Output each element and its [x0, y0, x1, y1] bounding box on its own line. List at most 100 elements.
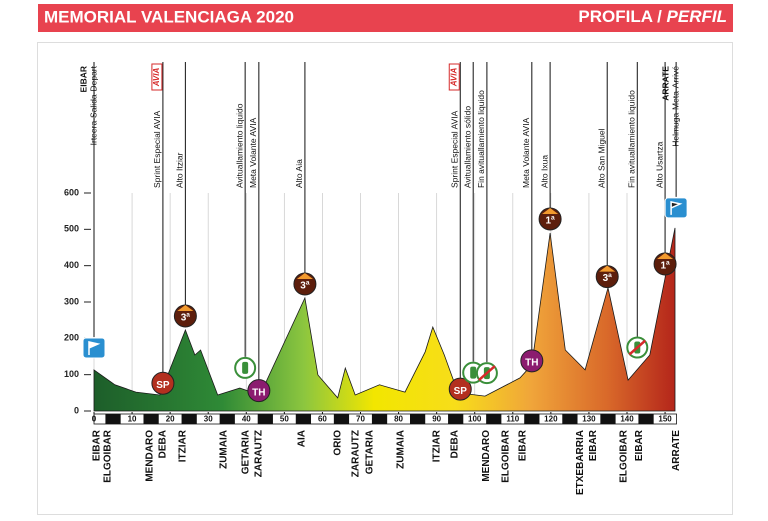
x-tick-label: 50	[280, 415, 289, 424]
x-tick-label: 140	[620, 415, 634, 424]
x-tick-label: 70	[356, 415, 365, 424]
y-tick-label: 500	[64, 224, 79, 234]
x-tick-label: 110	[506, 415, 519, 424]
x-tick-label: 90	[432, 415, 441, 424]
badge-label: 3ª	[300, 281, 310, 292]
x-tick-label: 100	[468, 415, 482, 424]
x-band-block	[105, 414, 121, 424]
annotation-label: Fin avituallamiento liquido	[627, 90, 637, 188]
town-label: GETARIA	[241, 430, 252, 474]
x-band-block	[143, 414, 159, 424]
badge-label: TH	[525, 357, 538, 368]
annotation-label: Alto Itziar	[175, 152, 185, 188]
y-tick-label: 400	[64, 260, 79, 270]
elevation-area	[93, 227, 676, 412]
x-band-block	[371, 414, 388, 424]
y-tick-label: 100	[64, 369, 79, 379]
flag-glyph	[88, 341, 101, 355]
x-band-block	[295, 414, 312, 424]
chart-title: MEMORIAL VALENCIAGA 2020	[44, 7, 294, 26]
y-tick-label: 600	[64, 187, 79, 197]
annotation-label: Alto Ixua	[539, 155, 549, 188]
feed-glyph	[242, 361, 249, 374]
town-label: ITZIAR	[178, 429, 189, 462]
town-label: ELGOIBAR	[501, 429, 512, 483]
town-label: EIBAR	[518, 429, 529, 461]
town-label: AIA	[297, 430, 308, 447]
x-band-block	[257, 414, 273, 424]
badge-label: 3ª	[603, 273, 613, 284]
badge-circle	[520, 349, 544, 373]
badge-label: 1ª	[545, 216, 555, 227]
annotation-label: Alto Aia	[294, 159, 304, 188]
x-band-block	[600, 414, 616, 424]
badge-label: SP	[156, 380, 170, 391]
subtitle: PROFILA /	[578, 7, 662, 26]
y-tick-label: 0	[74, 405, 79, 415]
feed-cross	[628, 339, 647, 356]
x-tick-label: 80	[394, 415, 403, 424]
annotation-label: Alto San Miguel	[596, 128, 606, 188]
climb-glyph	[296, 273, 313, 280]
town-label: DEBA	[158, 430, 169, 458]
town-label: EIBAR	[588, 429, 599, 461]
town-label: GETARIA	[365, 430, 376, 474]
logo: AVIA	[449, 68, 458, 88]
x-band-block	[219, 414, 235, 424]
x-band-block	[486, 414, 502, 424]
climb-glyph	[542, 207, 559, 214]
logo-box	[151, 63, 163, 91]
x-band-block	[524, 414, 540, 424]
flag-glyph	[670, 200, 683, 215]
x-band-block	[448, 414, 464, 424]
town-label: ELGOIBAR	[619, 429, 630, 483]
town-label: EIBAR	[634, 429, 645, 461]
x-tick-label: 30	[204, 415, 213, 424]
climb-glyph	[657, 252, 674, 259]
x-tick-label: 40	[242, 415, 251, 424]
town-label: ETXEBARRIA	[575, 430, 586, 495]
x-band-block	[562, 414, 578, 424]
x-tick-label: 130	[582, 415, 596, 424]
annotation-label: Meta Volante AVIA	[248, 117, 258, 188]
feed-glyph	[470, 366, 477, 379]
annotation-label: Alto Usartza	[654, 141, 664, 188]
frame	[37, 42, 733, 515]
badge-label: TH	[252, 387, 265, 398]
subtitle-italic: PERFIL	[667, 7, 727, 26]
badge-label: SP	[454, 386, 468, 397]
y-tick-label: 200	[64, 333, 79, 343]
town-label: ARRATE	[671, 430, 682, 471]
flag-icon	[82, 337, 106, 359]
town-label: ZARAUTZ	[253, 430, 264, 477]
feed-cross	[478, 365, 496, 382]
x-tick-label: 0	[92, 415, 97, 424]
town-label: MENDARO	[145, 430, 156, 482]
badge-circle	[448, 377, 472, 401]
annotation-label: ARRATE	[660, 66, 670, 101]
x-band-block	[181, 414, 197, 424]
annotation-label: Avituallamiento sólido	[462, 106, 472, 188]
town-label: ORIO	[333, 430, 344, 456]
town-label: ZARAUTZ	[351, 430, 362, 477]
annotation-label: Sprint Especial AVIA	[152, 110, 162, 188]
town-label: ZUMAIA	[396, 430, 407, 469]
x-tick-label: 10	[128, 415, 137, 424]
x-tick-label: 150	[658, 415, 672, 424]
town-label: ZUMAIA	[218, 430, 229, 469]
annotation-label: Sprint Especial AVIA	[450, 110, 460, 188]
town-label: MENDARO	[481, 430, 492, 482]
annotation-label: Avituallamiento liquido	[234, 103, 244, 188]
climb-glyph	[177, 304, 194, 311]
x-tick-label: 120	[544, 415, 558, 424]
annotation-label: Fin avituallamiento liquido	[476, 90, 486, 188]
annotation-label: Irteera-Salida-Depart	[88, 65, 98, 145]
town-label: ELGOIBAR	[103, 429, 114, 483]
flag-icon	[664, 197, 688, 219]
plot: 0 10 20 30 40 50 60 70 80 90 100 110 120 130 140 150 0 10…	[64, 62, 688, 495]
badge-circle	[151, 371, 175, 395]
x-tick-label: 60	[318, 415, 327, 424]
logo: AVIA	[152, 68, 161, 88]
header-right: PROFILA / PERFIL	[578, 7, 727, 26]
